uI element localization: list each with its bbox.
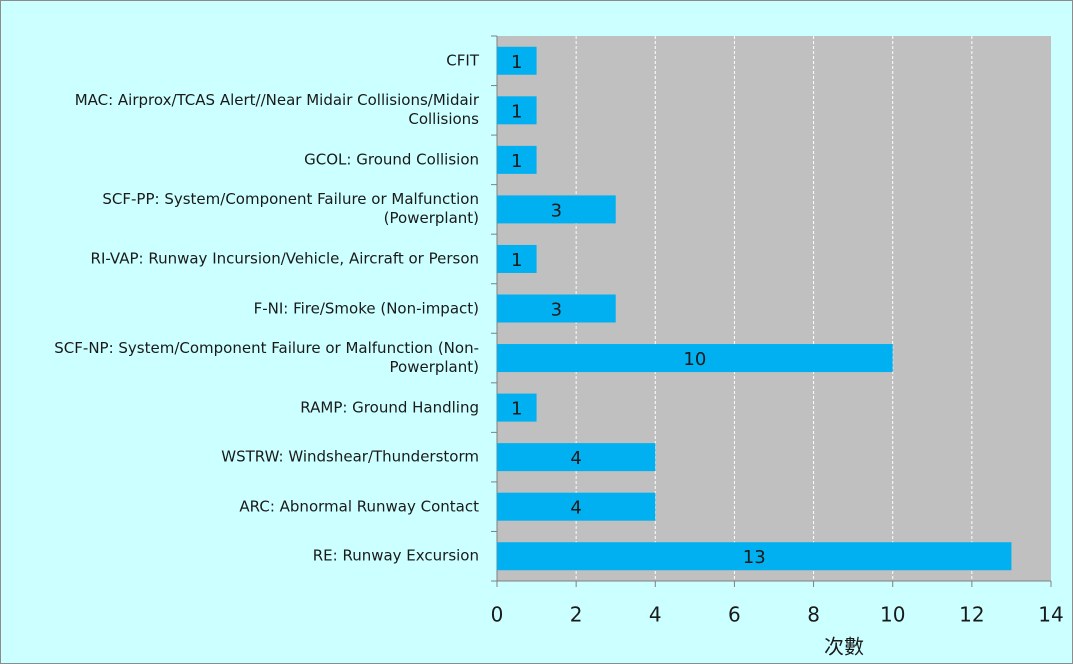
bar [497, 492, 656, 521]
data-label: 4 [570, 448, 581, 469]
y-tick-label: CFIT [446, 51, 479, 70]
data-label: 1 [511, 151, 522, 172]
data-label: 1 [511, 250, 522, 271]
bar [497, 46, 537, 75]
data-label: 3 [551, 200, 562, 221]
bar [497, 96, 537, 125]
data-label: 10 [683, 349, 706, 370]
data-label: 13 [743, 547, 766, 568]
bar [497, 195, 616, 224]
bar [497, 344, 893, 373]
y-tick-label: GCOL: Ground Collision [304, 150, 479, 169]
x-tick-label: 0 [491, 603, 504, 627]
y-tick-label: MAC: Airprox/TCAS Alert//Near Midair Col… [74, 91, 479, 129]
x-tick-label: 2 [570, 603, 583, 627]
data-label: 3 [551, 300, 562, 321]
x-tick-label: 8 [807, 603, 820, 627]
data-label: 4 [570, 498, 581, 519]
data-label: 1 [511, 101, 522, 122]
x-tick-label: 10 [880, 603, 905, 627]
x-tick-label: 4 [649, 603, 662, 627]
y-tick-label: SCF-PP: System/Component Failure or Malf… [102, 190, 479, 228]
y-tick-label: SCF-NP: System/Component Failure or Malf… [54, 339, 479, 377]
bar [497, 145, 537, 174]
y-tick-label: RE: Runway Excursion [312, 546, 479, 565]
data-label: 1 [511, 52, 522, 73]
y-tick-label: F-NI: Fire/Smoke (Non-impact) [253, 299, 479, 317]
y-tick-label: RI-VAP: Runway Incursion/Vehicle, Aircra… [90, 249, 479, 268]
y-tick-label: ARC: Abnormal Runway Contact [239, 497, 479, 516]
bar [497, 542, 1012, 571]
bar [497, 244, 537, 273]
x-tick-label: 14 [1038, 603, 1063, 627]
y-tick-label: WSTRW: Windshear/Thunderstorm [221, 447, 479, 466]
x-axis-title: 次數 [824, 635, 864, 659]
y-tick-label: RAMP: Ground Handling [300, 398, 479, 417]
data-label: 1 [511, 399, 522, 420]
x-tick-label: 12 [959, 603, 984, 627]
bar [497, 393, 537, 422]
bar [497, 443, 656, 472]
x-tick-label: 6 [728, 603, 741, 627]
bar [497, 294, 616, 323]
